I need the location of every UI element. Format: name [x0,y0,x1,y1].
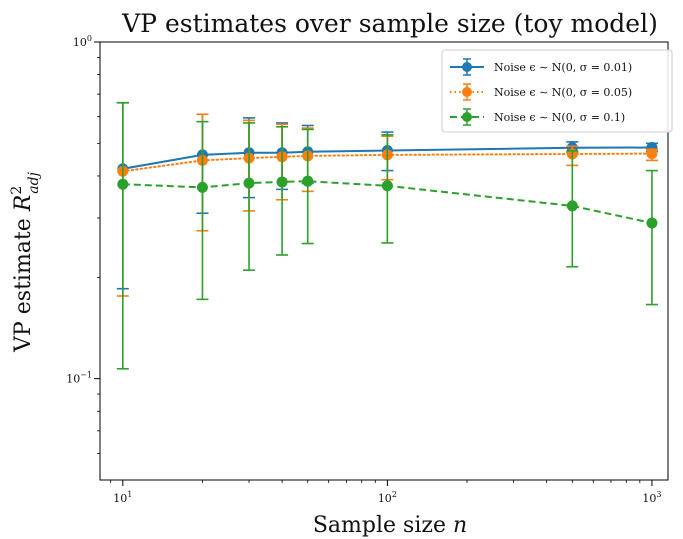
legend-marker [462,87,472,97]
data-point [243,177,255,189]
data-point [117,178,129,190]
y-tick-label: 100 [73,34,92,49]
series-line [121,152,653,173]
legend-label: Noise ϵ ∼ N(0, σ = 0.01) [494,61,632,74]
legend-label: Noise ϵ ∼ N(0, σ = 0.1) [494,111,625,124]
data-point [566,200,578,212]
y-axis-ticks: 10−1 100 [66,34,100,454]
legend-item: Noise ϵ ∼ N(0, σ = 0.01) [450,58,632,76]
legend: Noise ϵ ∼ N(0, σ = 0.01) Noise ϵ ∼ N(0, σ… [441,49,673,133]
data-point [646,148,658,160]
x-axis-label: Sample size n [313,513,467,538]
data-point [196,181,208,193]
legend-frame [441,49,673,133]
legend-label: Noise ϵ ∼ N(0, σ = 0.05) [494,86,632,99]
x-tick-label: 102 [378,490,397,505]
data-point [302,175,314,187]
x-axis-ticks: 101 102 103 [110,480,661,505]
plot-area-frame [99,41,669,481]
series-line [122,146,652,170]
chart-title: VP estimates over sample size (toy model… [121,9,658,38]
legend-marker [462,112,472,122]
x-tick-label: 101 [113,490,132,505]
legend-marker [462,62,472,72]
series-line [122,180,653,224]
x-tick-label: 103 [642,490,661,505]
legend-item: Noise ϵ ∼ N(0, σ = 0.05) [450,83,632,101]
data-point [381,180,393,192]
data-point [646,217,658,229]
data-point [276,176,288,188]
legend-item: Noise ϵ ∼ N(0, σ = 0.1) [450,108,625,126]
series-3 [116,101,658,370]
series-layer [116,101,658,370]
y-axis-label: VP estimate R2adj [9,171,42,353]
y-tick-label: 10−1 [66,371,92,386]
